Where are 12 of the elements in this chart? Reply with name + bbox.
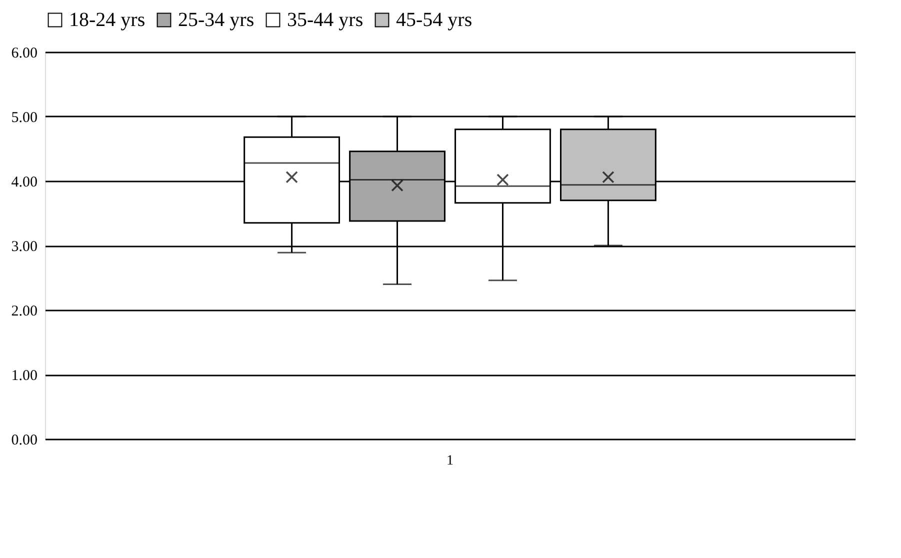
y-tick-label: 3.00 <box>11 239 38 255</box>
y-tick-label: 2.00 <box>11 304 38 320</box>
legend-label: 45-54 yrs <box>396 9 472 31</box>
x-tick-label: 1 <box>446 454 454 468</box>
y-tick-label: 5.00 <box>11 110 38 126</box>
y-tick-label: 0.00 <box>11 432 38 448</box>
legend-label: 18-24 yrs <box>69 9 146 31</box>
legend-label: 35-44 yrs <box>287 9 364 31</box>
y-tick-label: 1.00 <box>11 368 38 384</box>
y-tick-label: 4.00 <box>11 174 38 190</box>
legend-label: 25-34 yrs <box>178 9 254 31</box>
y-tick-label: 6.00 <box>11 46 38 62</box>
